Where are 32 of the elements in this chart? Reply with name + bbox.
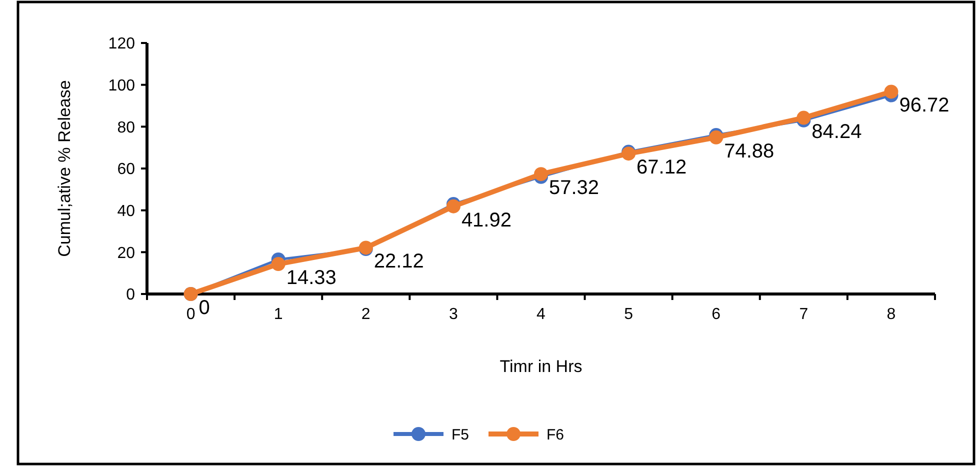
y-tick-label: 120	[108, 36, 136, 53]
data-label: 96.72	[899, 94, 950, 117]
x-tick-label: 7	[799, 306, 808, 323]
x-tick-label: 4	[536, 306, 546, 323]
y-tick-label: 80	[117, 119, 136, 136]
y-tick-label: 60	[117, 161, 136, 178]
point	[796, 110, 811, 125]
x-tick-label: 1	[274, 306, 283, 323]
data-label: 41.92	[461, 209, 512, 232]
x-tick-label: 2	[361, 306, 370, 323]
data-label: 22.12	[374, 250, 424, 273]
data-label: 67.12	[636, 156, 687, 179]
data-label: 84.24	[812, 120, 862, 143]
data-label: 74.88	[724, 140, 774, 162]
y-tick-label: 100	[108, 77, 136, 94]
point	[884, 84, 898, 99]
x-axis-title: Timr in Hrs	[500, 357, 582, 376]
x-tick-label: 5	[624, 306, 634, 323]
y-tick-label: 0	[126, 286, 136, 304]
legend-label: F5	[452, 426, 470, 444]
y-tick-label: 20	[117, 244, 136, 262]
point	[271, 257, 286, 272]
x-tick-label: 6	[712, 306, 721, 323]
legend-label: F6	[546, 426, 564, 444]
y-axis-title: Cumul;ative % Release	[55, 80, 74, 257]
x-tick-label: 3	[448, 306, 458, 323]
x-tick-label: 8	[886, 306, 896, 323]
point	[534, 167, 548, 182]
data-label: 14.33	[286, 267, 336, 290]
y-tick-label: 40	[117, 202, 136, 220]
data-label: 57.32	[549, 177, 600, 200]
x-tick-label: 0	[186, 306, 196, 323]
